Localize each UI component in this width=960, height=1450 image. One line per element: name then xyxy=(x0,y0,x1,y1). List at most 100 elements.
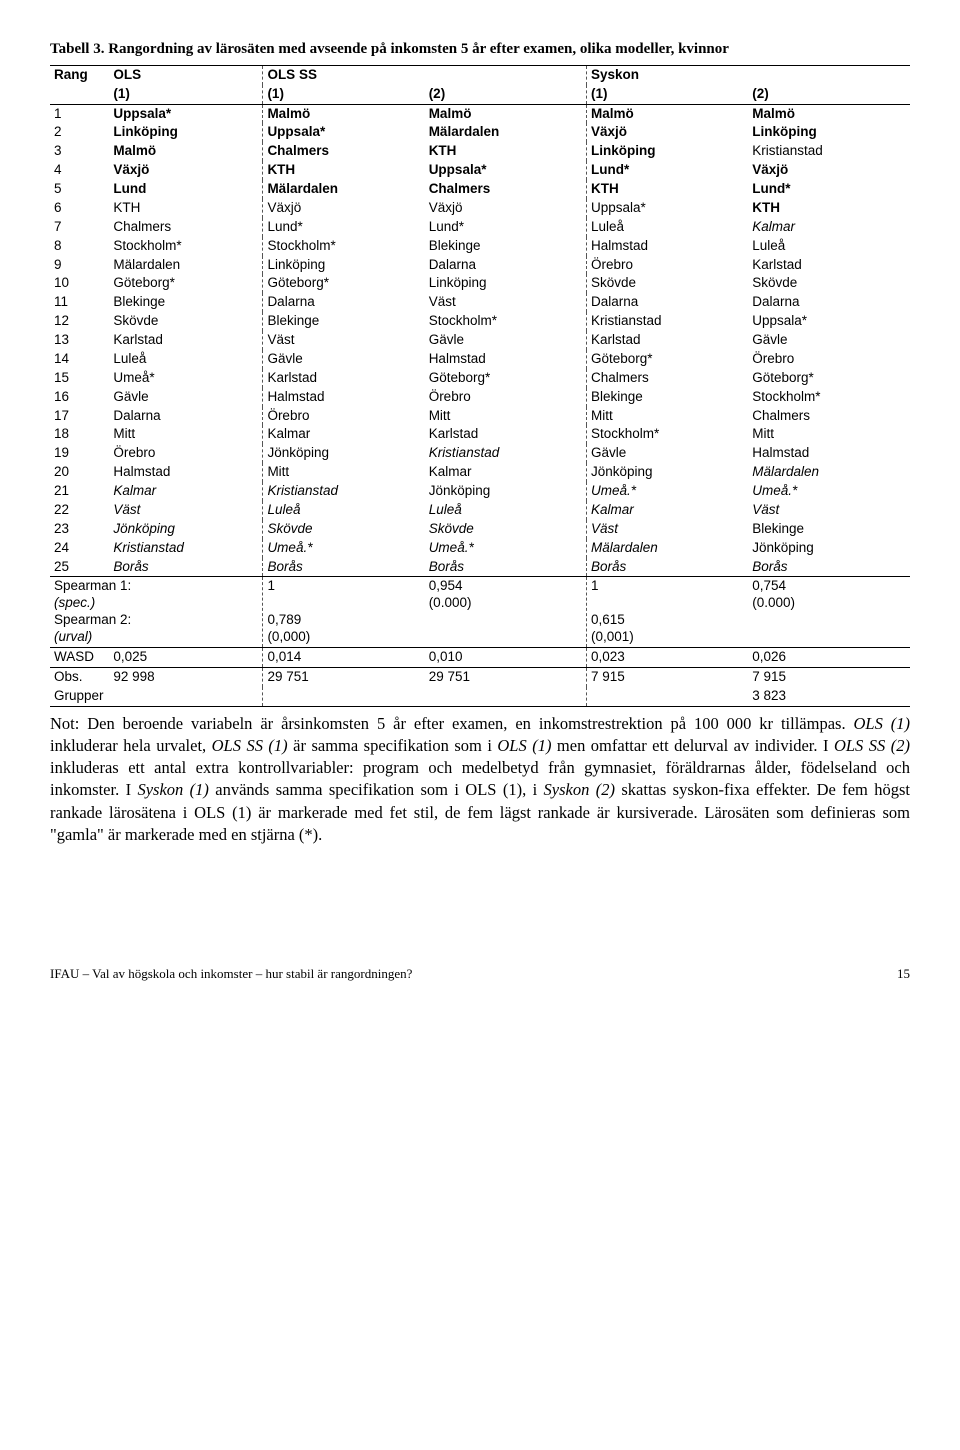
value-cell: Gävle xyxy=(263,350,425,369)
value-cell: Blekinge xyxy=(425,237,587,256)
sub-syskon2: (2) xyxy=(748,85,910,104)
value-cell: Linköping xyxy=(263,256,425,275)
value-cell: Dalarna xyxy=(586,293,748,312)
value-cell: Kalmar xyxy=(748,218,910,237)
rank-cell: 5 xyxy=(50,180,109,199)
spearman1-label: Spearman 1: (spec.) Spearman 2: (urval) xyxy=(50,577,263,648)
value-cell: Gävle xyxy=(586,444,748,463)
value-cell: Karlstad xyxy=(748,256,910,275)
ranking-table: Rang OLS OLS SS Syskon (1) (1) (2) (1) (… xyxy=(50,65,910,707)
value-cell: Örebro xyxy=(425,388,587,407)
rank-cell: 6 xyxy=(50,199,109,218)
rank-cell: 12 xyxy=(50,312,109,331)
rank-cell: 2 xyxy=(50,123,109,142)
rank-cell: 24 xyxy=(50,539,109,558)
value-cell: Gävle xyxy=(109,388,263,407)
rank-cell: 10 xyxy=(50,274,109,293)
obs-v4: 7 915 xyxy=(748,667,910,686)
footer-text: IFAU – Val av högskola och inkomster – h… xyxy=(50,966,412,982)
value-cell: Örebro xyxy=(263,407,425,426)
sub-olsss1: (1) xyxy=(263,85,425,104)
value-cell: Göteborg* xyxy=(586,350,748,369)
wasd-v1: 0,014 xyxy=(263,647,425,667)
value-cell: Dalarna xyxy=(263,293,425,312)
rank-cell: 23 xyxy=(50,520,109,539)
value-cell: KTH xyxy=(109,199,263,218)
value-cell: Mälardalen xyxy=(748,463,910,482)
value-cell: KTH xyxy=(748,199,910,218)
page-footer: IFAU – Val av högskola och inkomster – h… xyxy=(50,966,910,982)
value-cell: Jönköping xyxy=(109,520,263,539)
value-cell: Chalmers xyxy=(263,142,425,161)
rank-cell: 9 xyxy=(50,256,109,275)
spearman-c5: 0,754 (0.000) xyxy=(748,577,910,648)
value-cell: Mälardalen xyxy=(586,539,748,558)
value-cell: Luleå xyxy=(748,237,910,256)
value-cell: Kalmar xyxy=(109,482,263,501)
value-cell: Uppsala* xyxy=(748,312,910,331)
wasd-v4: 0,026 xyxy=(748,647,910,667)
value-cell: Luleå xyxy=(586,218,748,237)
value-cell: Dalarna xyxy=(425,256,587,275)
col-rang: Rang xyxy=(50,65,109,104)
rank-cell: 19 xyxy=(50,444,109,463)
rank-cell: 7 xyxy=(50,218,109,237)
value-cell: Mitt xyxy=(109,425,263,444)
rank-cell: 8 xyxy=(50,237,109,256)
sub-syskon1: (1) xyxy=(586,85,748,104)
value-cell: Malmö xyxy=(425,104,587,123)
value-cell: Uppsala* xyxy=(109,104,263,123)
value-cell: KTH xyxy=(586,180,748,199)
value-cell: Örebro xyxy=(586,256,748,275)
value-cell: Lund* xyxy=(263,218,425,237)
value-cell: Karlstad xyxy=(109,331,263,350)
value-cell: Mälardalen xyxy=(263,180,425,199)
value-cell: Malmö xyxy=(748,104,910,123)
value-cell: Umeå.* xyxy=(748,482,910,501)
value-cell: Borås xyxy=(748,558,910,577)
col-ols: OLS xyxy=(109,65,263,84)
rank-cell: 20 xyxy=(50,463,109,482)
value-cell: Halmstad xyxy=(263,388,425,407)
value-cell: Skövde xyxy=(748,274,910,293)
value-cell: Umeå* xyxy=(109,369,263,388)
value-cell: Kristianstad xyxy=(425,444,587,463)
value-cell: Halmstad xyxy=(586,237,748,256)
value-cell: Växjö xyxy=(748,161,910,180)
value-cell: Chalmers xyxy=(748,407,910,426)
value-cell: Malmö xyxy=(109,142,263,161)
value-cell: Lund xyxy=(109,180,263,199)
value-cell: Göteborg* xyxy=(109,274,263,293)
value-cell: Växjö xyxy=(263,199,425,218)
value-cell: Väst xyxy=(263,331,425,350)
value-cell: Umeå.* xyxy=(425,539,587,558)
value-cell: Jönköping xyxy=(748,539,910,558)
value-cell: Skövde xyxy=(425,520,587,539)
value-cell: Lund* xyxy=(748,180,910,199)
value-cell: Mitt xyxy=(425,407,587,426)
sub-ols: (1) xyxy=(109,85,263,104)
value-cell: Karlstad xyxy=(263,369,425,388)
rank-cell: 22 xyxy=(50,501,109,520)
value-cell: Kristianstad xyxy=(109,539,263,558)
col-syskon: Syskon xyxy=(586,65,910,84)
value-cell: Blekinge xyxy=(748,520,910,539)
value-cell: Luleå xyxy=(425,501,587,520)
value-cell: Lund* xyxy=(586,161,748,180)
value-cell: Dalarna xyxy=(109,407,263,426)
value-cell: Luleå xyxy=(109,350,263,369)
value-cell: Blekinge xyxy=(586,388,748,407)
value-cell: Skövde xyxy=(109,312,263,331)
value-cell: Kristianstad xyxy=(748,142,910,161)
value-cell: Malmö xyxy=(586,104,748,123)
value-cell: Stockholm* xyxy=(109,237,263,256)
rank-cell: 14 xyxy=(50,350,109,369)
page-number: 15 xyxy=(897,966,910,982)
rank-cell: 16 xyxy=(50,388,109,407)
value-cell: Jönköping xyxy=(425,482,587,501)
value-cell: Linköping xyxy=(425,274,587,293)
table-caption: Tabell 3. Rangordning av lärosäten med a… xyxy=(50,40,910,59)
rank-cell: 11 xyxy=(50,293,109,312)
value-cell: Linköping xyxy=(109,123,263,142)
value-cell: Örebro xyxy=(748,350,910,369)
